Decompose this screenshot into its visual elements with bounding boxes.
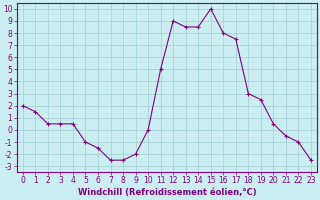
X-axis label: Windchill (Refroidissement éolien,°C): Windchill (Refroidissement éolien,°C) <box>77 188 256 197</box>
